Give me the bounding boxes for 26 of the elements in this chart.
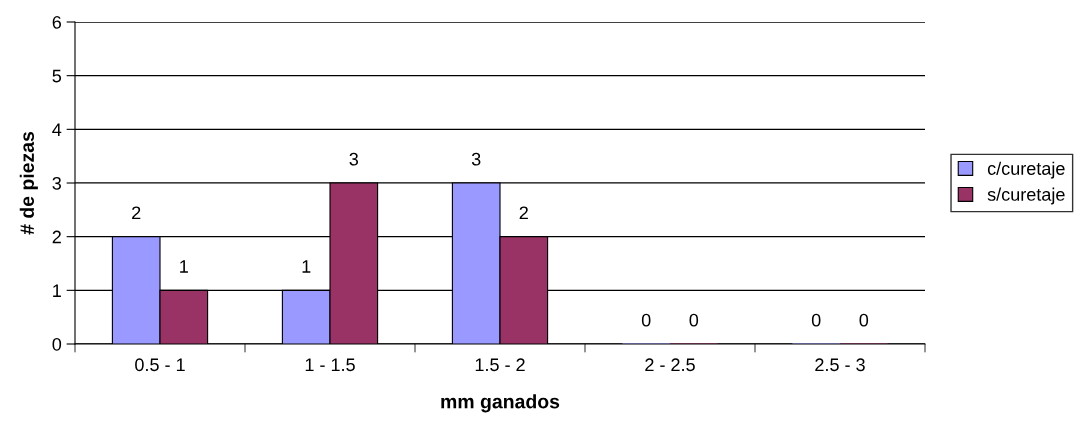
data-label: 0: [859, 313, 869, 327]
data-label: 2: [519, 206, 528, 220]
data-label: 0: [641, 313, 651, 327]
y-tick-label: 6: [52, 15, 62, 29]
y-tick-label: 5: [52, 69, 62, 83]
x-tick-label: 1 - 1.5: [305, 358, 355, 372]
y-tick-label: 0: [52, 337, 62, 351]
data-label: 1: [180, 260, 188, 273]
legend-label: c/curetaje: [987, 161, 1065, 179]
y-tick-label: 1: [53, 284, 61, 297]
y-tick-label: 2: [52, 230, 61, 244]
data-label: 0: [811, 313, 821, 327]
data-label: 3: [349, 152, 359, 166]
data-label: 0: [689, 313, 699, 327]
y-axis-title: # de piezas: [19, 131, 38, 235]
y-tick-label: 3: [52, 176, 62, 190]
x-axis-title: mm ganados: [441, 394, 560, 413]
x-tick-label: 1.5 - 2: [475, 358, 525, 372]
data-label: 3: [471, 152, 481, 166]
data-label: 1: [302, 260, 311, 273]
data-label: 2: [132, 206, 141, 220]
legend-label: s/curetaje: [987, 187, 1065, 205]
x-tick-label: 2.5 - 3: [815, 358, 865, 372]
y-tick-label: 4: [52, 123, 62, 136]
x-tick-label: 0.5 - 1: [135, 358, 185, 372]
x-tick-label: 2 - 2.5: [645, 358, 695, 372]
